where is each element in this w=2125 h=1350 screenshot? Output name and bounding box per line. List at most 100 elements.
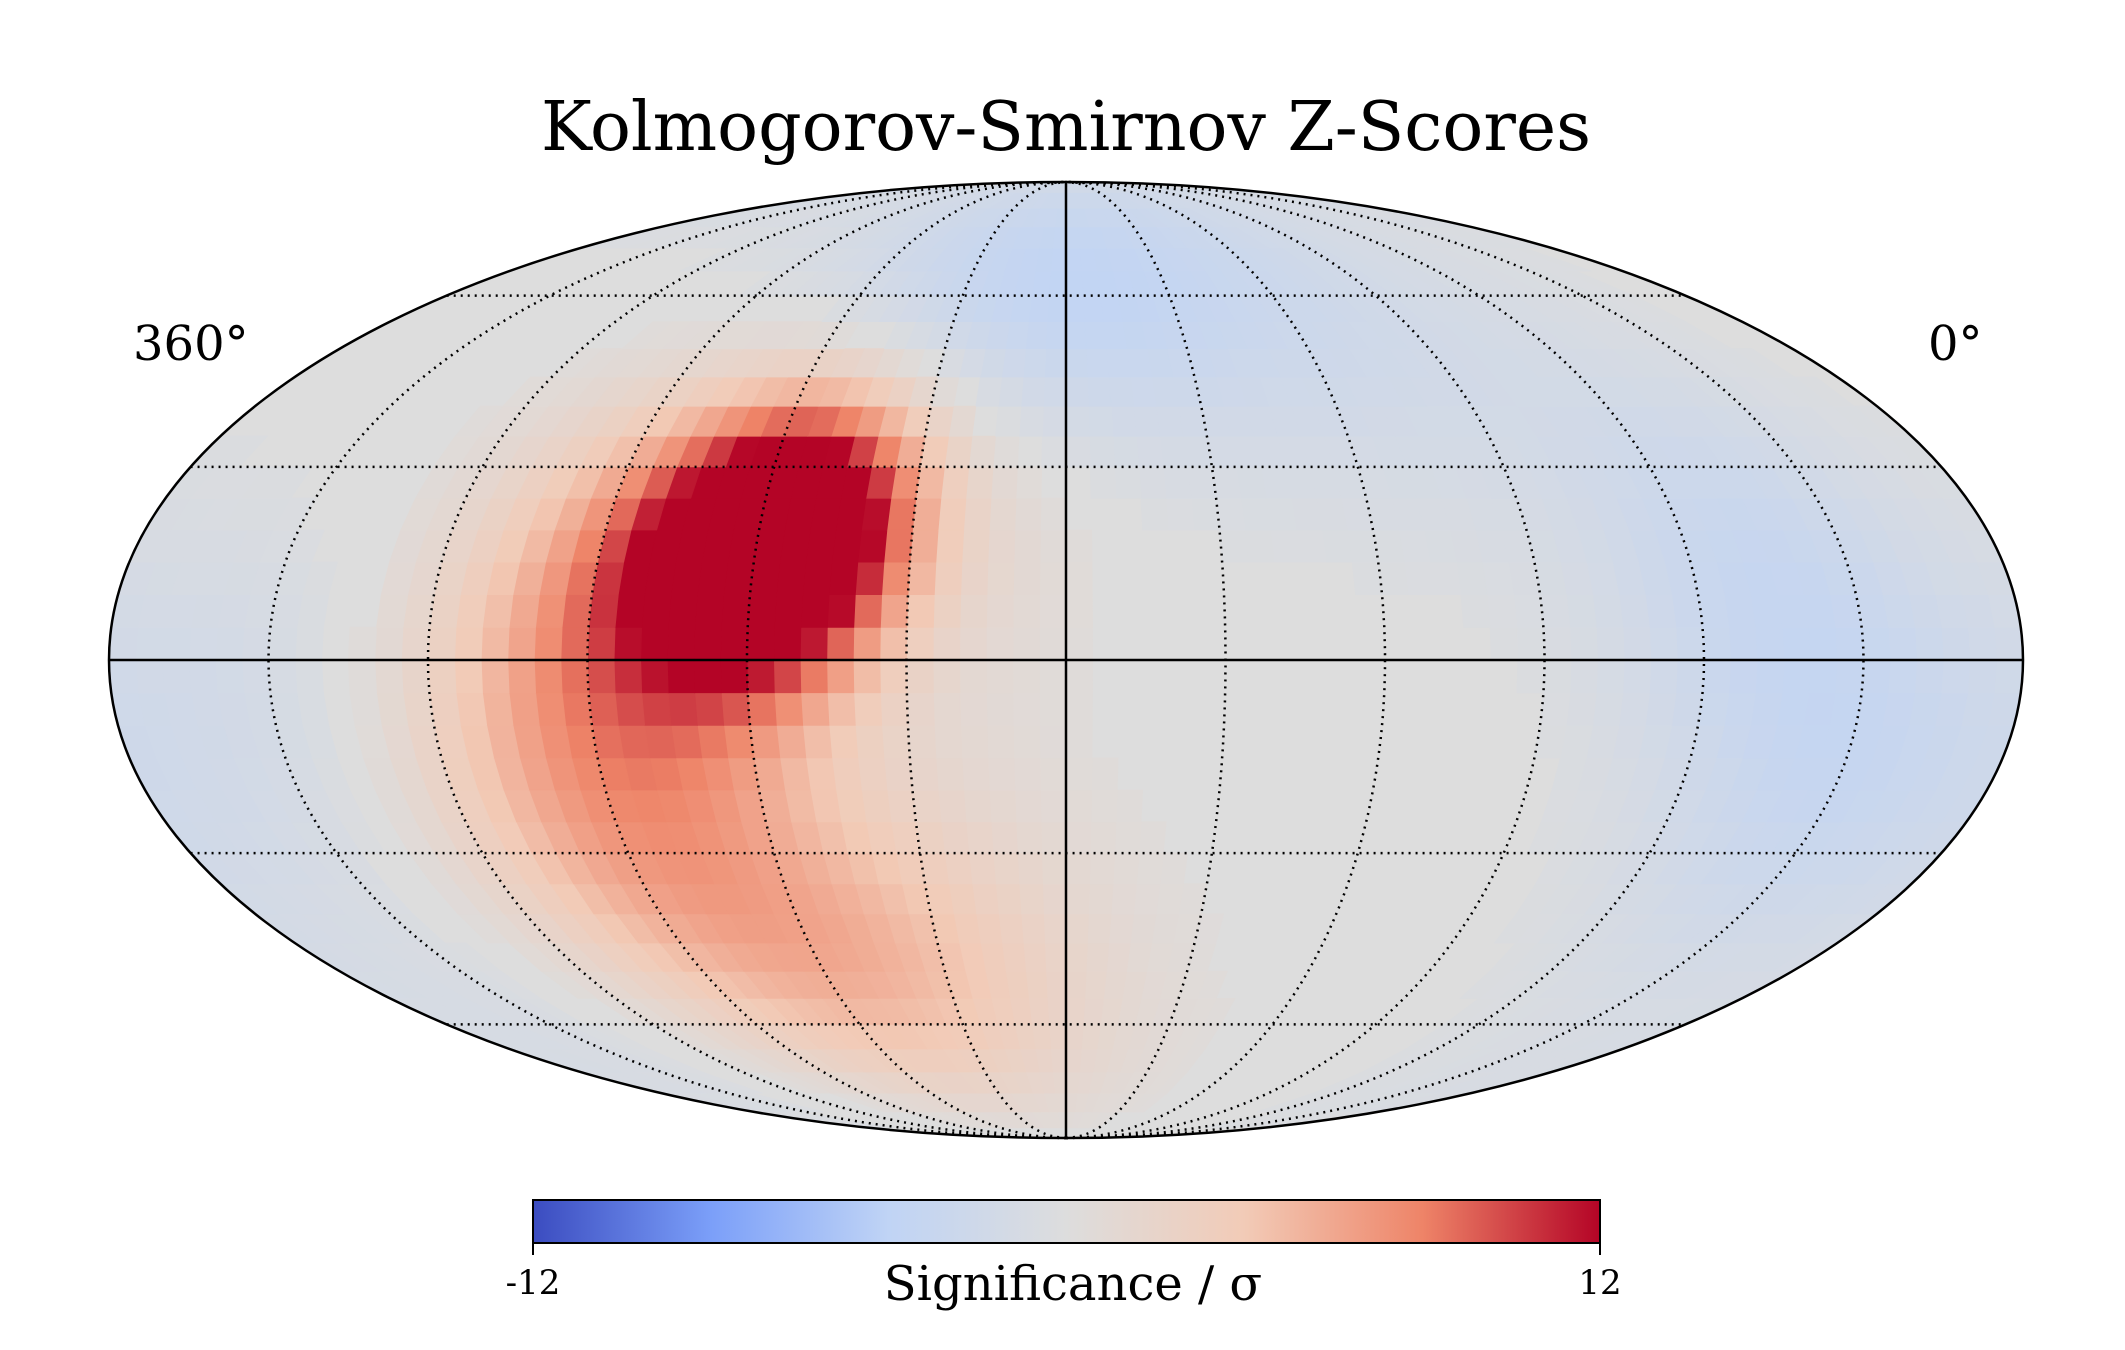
significance-cell bbox=[1108, 913, 1135, 944]
significance-cell bbox=[1190, 497, 1220, 531]
significance-cell bbox=[614, 692, 646, 726]
significance-cell bbox=[773, 594, 804, 628]
significance-cell bbox=[533, 626, 563, 661]
significance-cell bbox=[1039, 757, 1067, 791]
significance-cell bbox=[1697, 692, 1730, 726]
significance-cell bbox=[1089, 852, 1116, 885]
significance-cell bbox=[1887, 626, 1918, 661]
significance-cell bbox=[1728, 626, 1758, 661]
significance-cell bbox=[1321, 529, 1353, 563]
significance-cell bbox=[1112, 435, 1140, 468]
significance-cell bbox=[1065, 594, 1093, 628]
significance-cell bbox=[1781, 626, 1811, 661]
significance-cell bbox=[535, 594, 567, 628]
significance-cell bbox=[1914, 659, 1944, 694]
significance-cell bbox=[1565, 692, 1597, 726]
significance-cell bbox=[1043, 913, 1067, 944]
significance-cell bbox=[1012, 692, 1041, 726]
significance-cell bbox=[1038, 626, 1067, 661]
significance-cell bbox=[906, 659, 934, 694]
significance-cell bbox=[1088, 405, 1114, 437]
significance-cell bbox=[805, 529, 837, 563]
significance-cell bbox=[886, 497, 917, 531]
significance-cell bbox=[747, 594, 777, 628]
significance-cell bbox=[670, 725, 703, 759]
significance-cell bbox=[1489, 626, 1519, 661]
significance-cell bbox=[1114, 466, 1142, 499]
lon-label-left: 360° bbox=[133, 316, 249, 372]
significance-cell bbox=[1012, 594, 1041, 628]
significance-cell bbox=[1084, 970, 1107, 999]
significance-cell bbox=[1065, 1048, 1082, 1073]
significance-cell bbox=[883, 529, 913, 563]
significance-cell bbox=[937, 789, 967, 823]
significance-cell bbox=[968, 435, 996, 468]
significance-cell bbox=[986, 725, 1015, 759]
significance-cell bbox=[376, 594, 409, 628]
significance-cell bbox=[1750, 594, 1783, 628]
significance-cell bbox=[906, 594, 935, 628]
significance-cell bbox=[588, 594, 619, 628]
significance-cell bbox=[1702, 659, 1732, 694]
significance-cell bbox=[1065, 852, 1091, 885]
significance-cell bbox=[109, 626, 139, 661]
significance-cell bbox=[985, 659, 1014, 694]
sky-map bbox=[109, 182, 2023, 1138]
significance-cell bbox=[670, 561, 703, 595]
significance-cell bbox=[1065, 295, 1086, 323]
significance-cell bbox=[940, 466, 970, 499]
significance-cell bbox=[1065, 270, 1084, 297]
meridian-line bbox=[1065, 180, 1546, 1140]
significance-cell bbox=[1013, 757, 1041, 791]
significance-cell bbox=[1065, 942, 1088, 972]
significance-cell bbox=[1592, 594, 1624, 628]
significance-cell bbox=[853, 594, 883, 628]
significance-cell bbox=[1460, 594, 1491, 628]
significance-cell bbox=[1045, 970, 1067, 999]
significance-cell bbox=[1065, 913, 1089, 944]
significance-cell bbox=[719, 626, 749, 661]
significance-cell bbox=[1039, 725, 1067, 759]
significance-cell bbox=[883, 757, 913, 791]
significance-cell bbox=[1065, 659, 1094, 694]
significance-cell bbox=[1675, 659, 1705, 694]
significance-cell bbox=[666, 626, 696, 661]
significance-cell bbox=[860, 497, 892, 531]
significance-cell bbox=[932, 659, 961, 694]
significance-cell bbox=[997, 376, 1024, 407]
significance-cell bbox=[614, 594, 646, 628]
significance-cell bbox=[1240, 497, 1272, 531]
significance-cell bbox=[1377, 561, 1409, 595]
significance-cell bbox=[1155, 405, 1184, 437]
significance-cell bbox=[587, 626, 616, 661]
significance-cell bbox=[985, 692, 1014, 726]
significance-cell bbox=[1861, 659, 1891, 694]
significance-cell bbox=[188, 659, 218, 694]
significance-cell bbox=[482, 594, 514, 628]
significance-cell bbox=[1542, 626, 1572, 661]
significance-cell bbox=[1043, 376, 1067, 407]
significance-cell bbox=[508, 594, 540, 628]
significance-cell bbox=[561, 594, 593, 628]
significance-cell bbox=[961, 529, 990, 563]
significance-cell bbox=[1618, 692, 1650, 726]
significance-cell bbox=[1065, 529, 1093, 563]
significance-cell bbox=[799, 626, 828, 661]
significance-cells bbox=[109, 182, 2023, 1129]
significance-cell bbox=[723, 561, 755, 595]
significance-cell bbox=[268, 626, 298, 661]
graticule bbox=[109, 180, 2023, 1140]
significance-cell bbox=[1993, 659, 2023, 694]
significance-cell bbox=[1065, 821, 1092, 854]
significance-cell bbox=[1644, 594, 1677, 628]
significance-cell bbox=[1155, 883, 1184, 915]
significance-cell bbox=[1403, 561, 1436, 595]
significance-cell bbox=[214, 626, 245, 661]
significance-cell bbox=[857, 529, 888, 563]
significance-cell bbox=[1012, 561, 1041, 595]
significance-cell bbox=[376, 692, 409, 726]
significance-cell bbox=[1018, 883, 1044, 915]
significance-cell bbox=[641, 594, 672, 628]
significance-cell bbox=[621, 321, 673, 350]
significance-cell bbox=[1671, 594, 1703, 628]
